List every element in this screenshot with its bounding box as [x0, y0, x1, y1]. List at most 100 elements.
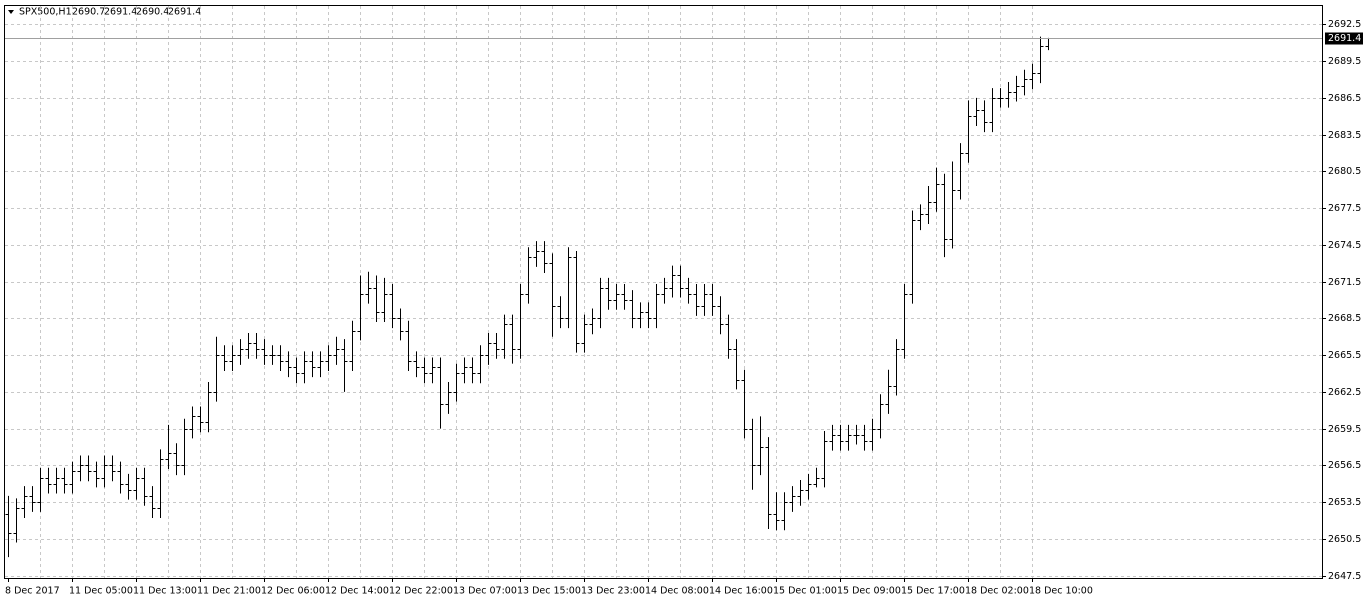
- ohlc-bar: [13, 498, 20, 543]
- y-tick-label: 2659.5: [1328, 424, 1361, 435]
- last-price-label: 2691.4: [1328, 33, 1361, 44]
- ohlc-bar: [917, 204, 924, 231]
- ohlc-bar: [21, 486, 28, 518]
- ohlc-bar: [525, 247, 532, 304]
- y-tick-label: 2653.5: [1328, 497, 1361, 508]
- ohlc-bar: [949, 161, 956, 249]
- y-tick-label: 2677.5: [1328, 203, 1361, 214]
- x-tick-label: 11 Dec 13:00: [133, 586, 197, 597]
- ohlc-bar: [61, 467, 68, 494]
- x-tick-label: 15 Dec 09:00: [837, 586, 901, 597]
- ohlc-bar: [205, 382, 212, 433]
- ohlc-bar: [725, 314, 732, 359]
- ohlc-bar: [445, 382, 452, 414]
- ohlc-bar: [621, 284, 628, 310]
- y-tick-label: 2689.5: [1328, 56, 1361, 67]
- ohlc-bar: [741, 369, 748, 439]
- ohlc-bar: [389, 284, 396, 329]
- y-tick-label: 2647.5: [1328, 571, 1361, 582]
- x-tick-label: 13 Dec 07:00: [453, 586, 517, 597]
- ohlc-bar: [837, 424, 844, 451]
- ohlc-bar: [565, 247, 572, 329]
- ohlc-bar: [661, 277, 668, 304]
- ohlc-bar: [485, 333, 492, 365]
- header-close: 2691.4: [168, 7, 201, 18]
- ohlc-bar: [813, 467, 820, 488]
- ohlc-bar: [397, 308, 404, 341]
- ohlc-bar: [453, 363, 460, 402]
- x-tick-label: 18 Dec 10:00: [1029, 586, 1093, 597]
- ohlc-bar: [333, 336, 340, 365]
- ohlc-bar: [157, 449, 164, 518]
- ohlc-bar: [5, 495, 12, 558]
- ohlc-bar: [381, 277, 388, 323]
- ohlc-bar: [773, 492, 780, 531]
- ohlc-bar: [213, 336, 220, 402]
- ohlc-bar: [221, 345, 228, 372]
- ohlc-bar: [181, 418, 188, 476]
- ohlc-bar: [653, 284, 660, 329]
- ohlc-bar: [1005, 81, 1012, 108]
- ohlc-bar: [677, 265, 684, 298]
- ohlc-bar: [493, 333, 500, 359]
- ohlc-bar: [589, 308, 596, 335]
- ohlc-bar: [925, 186, 932, 225]
- ohlc-bar: [237, 339, 244, 365]
- ohlc-bar: [1013, 75, 1020, 102]
- y-tick-label: 2665.5: [1328, 350, 1361, 361]
- ohlc-bar: [109, 455, 116, 482]
- y-tick-label: 2683.5: [1328, 130, 1361, 141]
- ohlc-bar: [989, 88, 996, 133]
- ohlc-bar: [757, 416, 764, 476]
- ohlc-bar: [829, 424, 836, 451]
- ohlc-bar: [437, 357, 444, 429]
- ohlc-bar: [789, 486, 796, 512]
- ohlc-bar: [685, 277, 692, 304]
- ohlc-bar: [149, 486, 156, 518]
- ohlc-bar: [429, 357, 436, 384]
- ohlc-bar: [365, 271, 372, 304]
- ohlc-bar: [957, 143, 964, 200]
- ohlc-bar: [597, 277, 604, 329]
- x-tick-label: 14 Dec 16:00: [709, 586, 773, 597]
- ohlc-bar: [357, 275, 364, 341]
- y-tick-label: 2680.5: [1328, 166, 1361, 177]
- ohlc-bar: [605, 277, 612, 310]
- ohlc-bar: [341, 339, 348, 392]
- ohlc-bar: [405, 320, 412, 372]
- x-tick-label: 12 Dec 22:00: [389, 586, 453, 597]
- y-tick-label: 2662.5: [1328, 387, 1361, 398]
- ohlc-bar: [77, 455, 84, 482]
- x-tick-label: 18 Dec 02:00: [965, 586, 1029, 597]
- ohlc-bar: [253, 333, 260, 359]
- x-tick-label: 11 Dec 21:00: [197, 586, 261, 597]
- last-price-box: [1325, 32, 1363, 45]
- y-tick-label: 2650.5: [1328, 534, 1361, 545]
- ohlc-bar: [229, 345, 236, 372]
- ohlc-bar: [869, 418, 876, 451]
- ohlc-bar: [549, 253, 556, 337]
- ohlc-bar: [37, 467, 44, 512]
- ohlc-bar: [133, 467, 140, 500]
- ohlc-bar: [541, 241, 548, 274]
- x-tick-label: 13 Dec 15:00: [517, 586, 581, 597]
- y-tick-label: 2692.5: [1328, 19, 1361, 30]
- ohlc-bar: [613, 284, 620, 310]
- ohlc-bar: [245, 333, 252, 359]
- ohlc-bar: [29, 486, 36, 512]
- x-tick-label: 14 Dec 08:00: [645, 586, 709, 597]
- ohlc-bar: [317, 351, 324, 378]
- y-tick-label: 2674.5: [1328, 240, 1361, 251]
- ohlc-bar: [997, 88, 1004, 108]
- ohlc-bar: [637, 302, 644, 329]
- ohlc-bar: [1037, 36, 1044, 84]
- ohlc-bar: [1021, 69, 1028, 96]
- ohlc-bar: [189, 406, 196, 439]
- symbol-title: SPX500,H1: [19, 7, 72, 18]
- ohlc-bar: [1029, 63, 1036, 90]
- header-arrow[interactable]: [8, 10, 14, 14]
- ohlc-bar: [125, 473, 132, 500]
- x-tick-label: 12 Dec 14:00: [325, 586, 389, 597]
- ohlc-bar: [885, 369, 892, 414]
